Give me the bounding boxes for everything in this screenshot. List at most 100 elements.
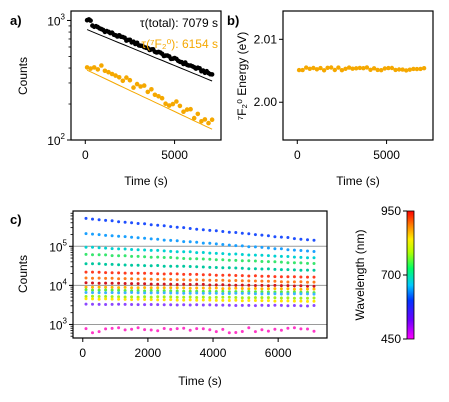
- panel-c-point: [136, 289, 140, 292]
- panel-c-point: [312, 275, 316, 279]
- panel-c-point: [299, 249, 303, 252]
- panel-c-point: [266, 267, 270, 271]
- panel-c-point: [162, 264, 166, 268]
- panel-c-point: [156, 272, 160, 276]
- panel-c-point: [214, 229, 218, 233]
- panel-c-point: [279, 290, 283, 294]
- panel-c-point: [175, 286, 179, 290]
- panel-c-point: [136, 326, 140, 330]
- panel-c-xtick-label: 0: [79, 346, 86, 360]
- panel-c-point: [240, 299, 244, 303]
- panel-c-point: [286, 248, 290, 252]
- panel-a-point: [95, 67, 101, 72]
- panel-c-point: [91, 294, 94, 298]
- panel-b-point: [300, 67, 305, 73]
- panel-c-point: [253, 330, 257, 334]
- panel-c-point: [221, 243, 225, 246]
- panel-a-point: [127, 77, 133, 83]
- panel-c-point: [169, 303, 173, 307]
- panel-c-point: [104, 295, 108, 298]
- panel-c-point: [156, 282, 160, 286]
- panel-c-point: [201, 257, 205, 261]
- panel-c-point: [266, 260, 270, 264]
- panel-a-point: [163, 101, 168, 106]
- panel-c-point: [273, 279, 277, 283]
- panel-c-point: [175, 250, 179, 254]
- panel-c-point: [84, 216, 88, 220]
- panel-c-point: [123, 295, 127, 299]
- panel-c-point: [221, 258, 225, 262]
- panel-c-point: [266, 284, 270, 288]
- panel-c-point: [201, 327, 205, 331]
- panel-c-point: [130, 327, 134, 331]
- panel-c-point: [306, 249, 309, 253]
- panel-c-point: [299, 280, 303, 284]
- panel-c-point: [110, 281, 114, 285]
- panel-c-point: [240, 274, 244, 278]
- panel-c-point: [240, 266, 244, 270]
- panel-c-point: [273, 292, 277, 296]
- panel-c-point: [234, 231, 238, 234]
- panel-c-point: [149, 303, 153, 306]
- panel-c-point: [273, 296, 277, 300]
- panel-b-point: [329, 65, 334, 70]
- panel-c-point: [214, 298, 218, 302]
- panel-c-point: [221, 287, 225, 291]
- panel-c-point: [182, 250, 186, 254]
- panel-c-point: [292, 284, 296, 288]
- panel-c-point: [240, 296, 244, 300]
- panel-c-point: [286, 275, 290, 279]
- panel-c-point: [240, 259, 244, 263]
- panel-a-fit-line: [86, 29, 213, 82]
- panel-c-point: [234, 252, 238, 256]
- panel-c-point: [227, 283, 231, 287]
- panel-c-point: [143, 286, 147, 290]
- panel-c-point: [247, 279, 251, 283]
- panel-c-point: [253, 233, 257, 237]
- panel-a-point: [149, 87, 154, 92]
- panel-c-point: [130, 303, 134, 306]
- panel-c-point: [292, 299, 296, 303]
- panel-c-point: [234, 298, 238, 302]
- panel-c-point: [266, 274, 270, 278]
- panel-c-point: [149, 282, 153, 286]
- panel-b-point: [311, 65, 316, 71]
- panel-a-point: [156, 94, 161, 99]
- panel-c-point: [136, 297, 140, 301]
- panel-c-point: [84, 327, 88, 331]
- panel-c-point: [240, 253, 244, 256]
- panel-c-point: [247, 267, 251, 271]
- panel-c-point: [123, 297, 127, 301]
- panel-c-point: [299, 275, 303, 279]
- panel-c-point: [208, 291, 212, 295]
- panel-c-point: [162, 282, 166, 286]
- panel-c-point: [195, 272, 199, 276]
- panel-c-point: [84, 232, 88, 236]
- panel-c-point: [260, 267, 264, 271]
- panel-c-point: [117, 277, 121, 281]
- panel-c-point: [162, 238, 166, 242]
- panel-b-point: [318, 65, 323, 71]
- panel-c-point: [136, 254, 140, 258]
- panel-c-point: [175, 239, 179, 243]
- panel-c-point: [208, 251, 212, 255]
- panel-c-point: [104, 271, 108, 275]
- panel-a-point: [113, 73, 118, 78]
- panel-c-point: [208, 278, 212, 282]
- panel-b-ylabel: ⁷F₂⁰ Energy (eV): [235, 32, 249, 121]
- panel-c-point: [104, 327, 108, 331]
- panel-c-point: [214, 258, 218, 262]
- panel-a-point: [138, 84, 143, 89]
- panel-c-point: [149, 223, 153, 227]
- panel-c-point: [312, 296, 316, 300]
- panel-c-point: [279, 260, 283, 264]
- panel-c-point: [279, 296, 283, 300]
- panel-c-point: [123, 220, 127, 224]
- panel-c-point: [201, 303, 205, 307]
- panel-a-point: [84, 65, 90, 70]
- panel-a-point: [106, 69, 111, 75]
- panel-c-point: [201, 295, 205, 299]
- panel-c-point: [227, 266, 231, 270]
- panel-c-point: [260, 279, 264, 283]
- panel-c-point: [104, 262, 108, 266]
